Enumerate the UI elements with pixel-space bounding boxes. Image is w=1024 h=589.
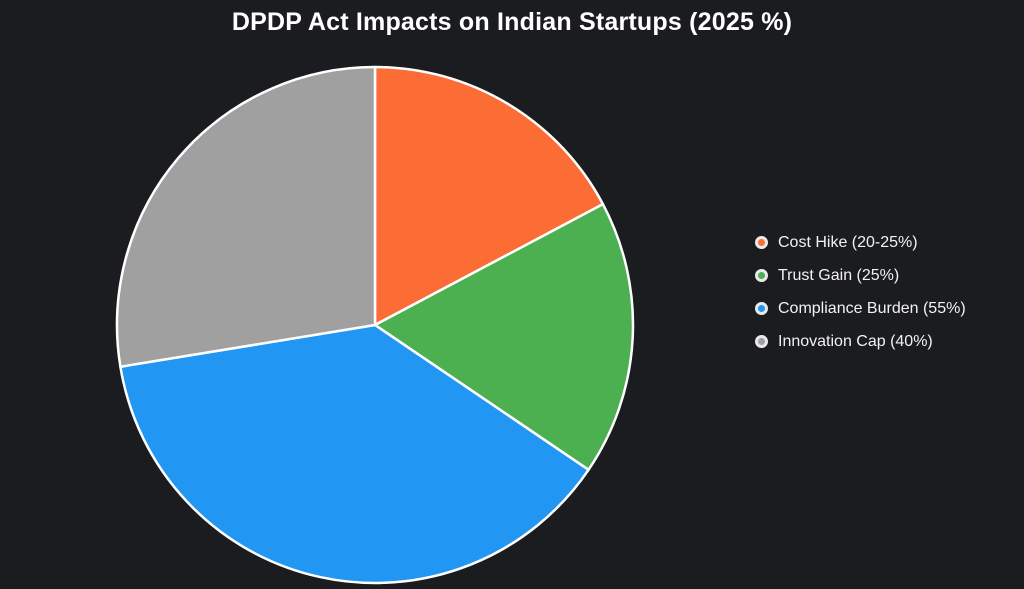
legend-label: Trust Gain (25%) [778, 267, 900, 284]
pie-slice-compliance-burden-55[interactable] [119, 323, 590, 585]
legend-item-innovation-cap-40[interactable]: Innovation Cap (40%) [755, 332, 966, 351]
legend-marker-icon [755, 269, 768, 282]
legend-item-cost-hike-20-25[interactable]: Cost Hike (20-25%) [755, 233, 966, 252]
pie-chart [115, 65, 635, 585]
chart-legend: Cost Hike (20-25%) Trust Gain (25%) Compli… [755, 233, 966, 351]
legend-label: Innovation Cap (40%) [778, 333, 933, 350]
pie-slice-trust-gain-25[interactable] [373, 202, 635, 472]
legend-marker-icon [755, 236, 768, 249]
legend-label: Cost Hike (20-25%) [778, 234, 918, 251]
chart-title: DPDP Act Impacts on Indian Startups (202… [231, 8, 793, 36]
legend-item-compliance-burden-55[interactable]: Compliance Burden (55%) [755, 299, 966, 318]
legend-label: Compliance Burden (55%) [778, 300, 966, 317]
pie-slice-innovation-cap-40[interactable] [115, 65, 377, 368]
legend-marker-icon [755, 335, 768, 348]
legend-marker-icon [755, 302, 768, 315]
legend-item-trust-gain-25[interactable]: Trust Gain (25%) [755, 266, 966, 285]
pie-slice-cost-hike-20-25[interactable] [373, 65, 605, 327]
